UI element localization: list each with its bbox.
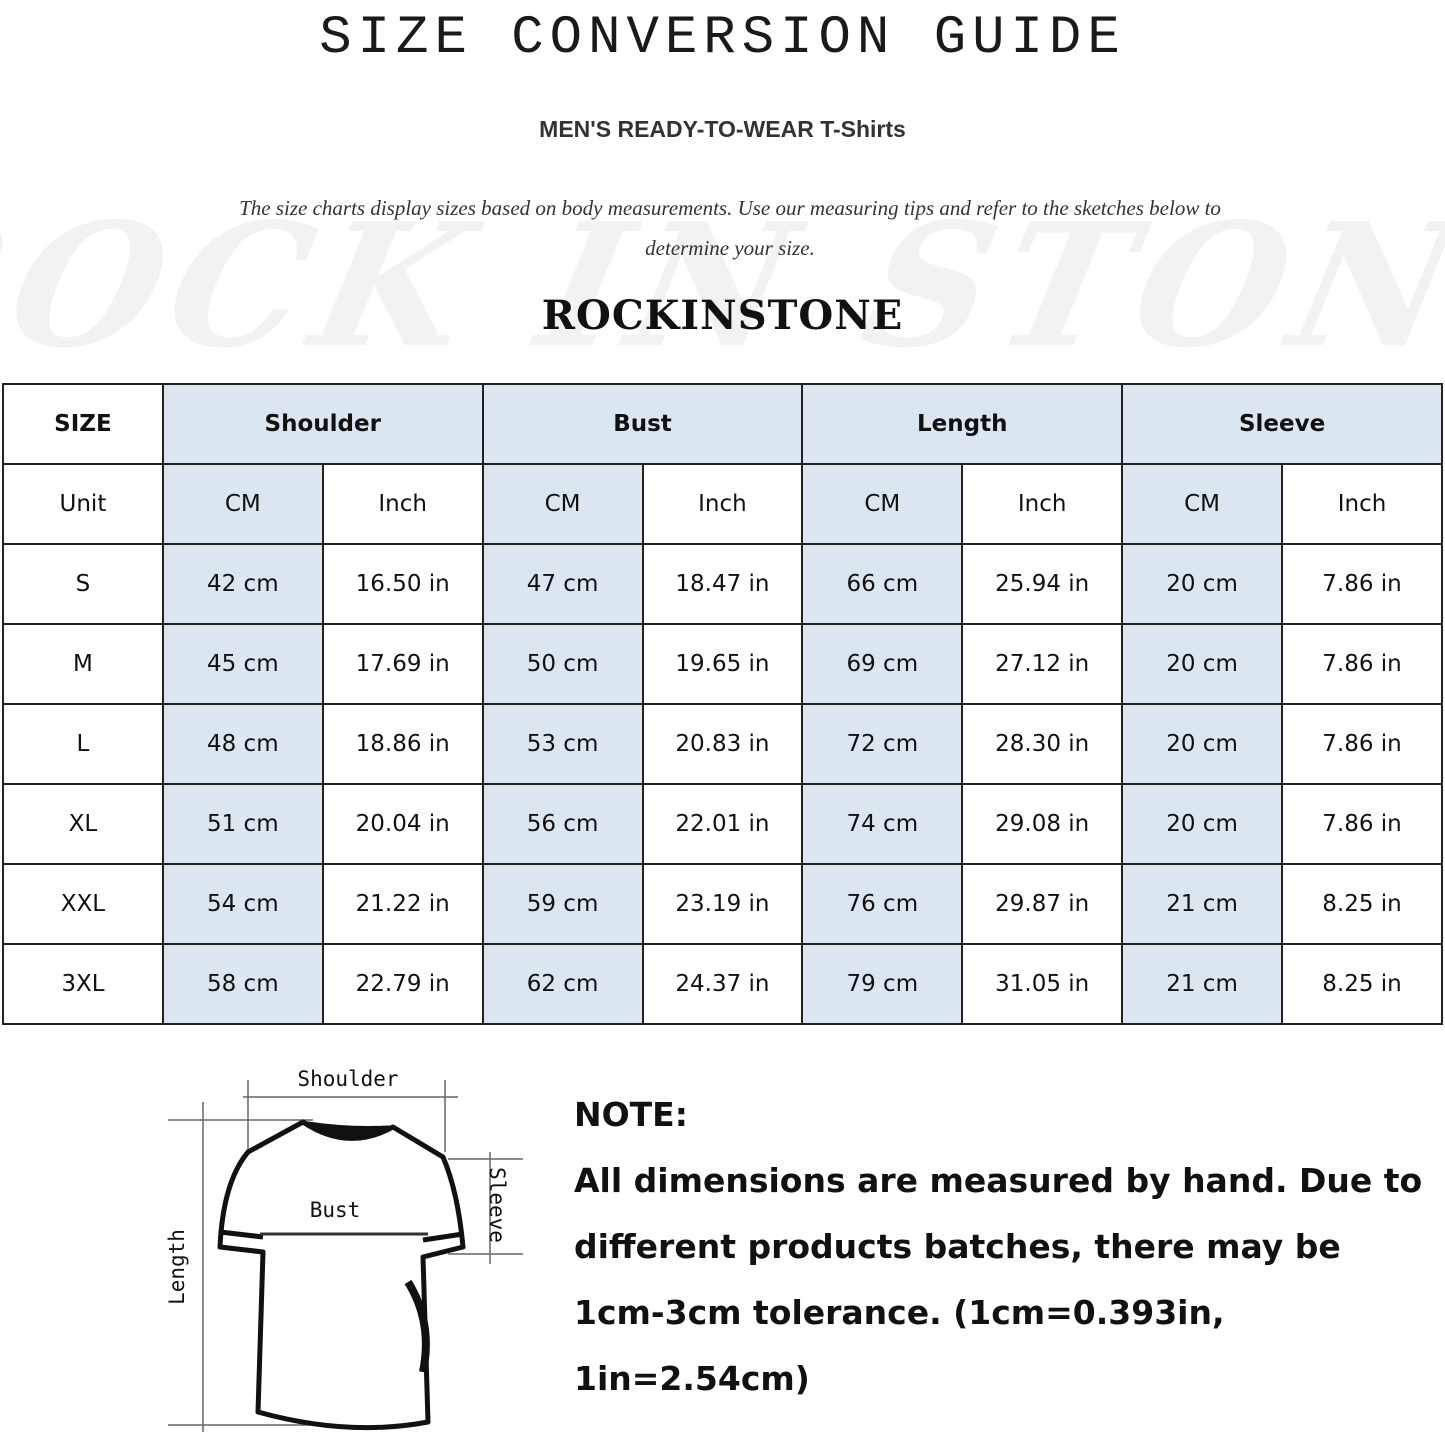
size-cell: XXL xyxy=(2,863,164,945)
inch-value: 27.12 in xyxy=(961,623,1124,705)
unit-inch: Inch xyxy=(1281,463,1443,545)
cm-value: 20 cm xyxy=(1121,783,1283,865)
size-cell: M xyxy=(2,623,164,705)
brand-name: ROCKINSTONE xyxy=(541,292,904,339)
description: The size charts display sizes based on b… xyxy=(239,196,1221,260)
inch-value: 7.86 in xyxy=(1281,703,1443,785)
group-header-length: Length xyxy=(801,383,1124,465)
size-cell: XL xyxy=(2,783,164,865)
inch-value: 18.86 in xyxy=(321,703,484,785)
table-row: 3XL 58 cm 22.79 in 62 cm 24.37 in 79 cm 31.05 … xyxy=(2,943,1443,1025)
inch-value: 7.86 in xyxy=(1281,543,1443,625)
inch-value: 7.86 in xyxy=(1281,623,1443,705)
inch-value: 23.19 in xyxy=(641,863,804,945)
page-title: SIZE CONVERSION GUIDE xyxy=(319,8,1126,69)
cm-value: 58 cm xyxy=(161,943,324,1025)
inch-value: 19.65 in xyxy=(641,623,804,705)
cm-value: 47 cm xyxy=(481,543,644,625)
inch-value: 31.05 in xyxy=(961,943,1124,1025)
length-label: Length xyxy=(165,1229,189,1305)
inch-value: 8.25 in xyxy=(1281,943,1443,1025)
cm-value: 42 cm xyxy=(161,543,324,625)
note: NOTE: All dimensions are measured by han… xyxy=(574,1082,1434,1412)
cm-value: 79 cm xyxy=(801,943,964,1025)
watermark-logo: ROCK IN STONE xyxy=(0,195,1445,370)
table-row: M 45 cm 17.69 in 50 cm 19.65 in 69 cm 27.12 in… xyxy=(2,623,1443,705)
inch-value: 22.01 in xyxy=(641,783,804,865)
unit-row: Unit CM Inch CM Inch CM Inch CM Inch xyxy=(2,463,1443,545)
size-header: SIZE xyxy=(2,383,164,465)
table-row: XXL 54 cm 21.22 in 59 cm 23.19 in 76 cm 29.87 … xyxy=(2,863,1443,945)
inch-value: 21.22 in xyxy=(321,863,484,945)
inch-value: 29.87 in xyxy=(961,863,1124,945)
group-header-sleeve: Sleeve xyxy=(1121,383,1443,465)
unit-cm: CM xyxy=(801,463,964,545)
cm-value: 72 cm xyxy=(801,703,964,785)
cm-value: 56 cm xyxy=(481,783,644,865)
bust-label: Bust xyxy=(310,1198,361,1222)
cm-value: 54 cm xyxy=(161,863,324,945)
inch-value: 17.69 in xyxy=(321,623,484,705)
size-table: SIZE Shoulder Bust Length Sleeve Unit CM Inch CM… xyxy=(2,383,1443,1025)
cm-value: 20 cm xyxy=(1121,623,1283,705)
cm-value: 66 cm xyxy=(801,543,964,625)
unit-cm: CM xyxy=(1121,463,1283,545)
group-header-bust: Bust xyxy=(481,383,804,465)
inch-value: 16.50 in xyxy=(321,543,484,625)
inch-value: 25.94 in xyxy=(961,543,1124,625)
cm-value: 21 cm xyxy=(1121,863,1283,945)
unit-cm: CM xyxy=(161,463,324,545)
note-text: All dimensions are measured by hand. Due… xyxy=(574,1161,1423,1398)
cm-value: 59 cm xyxy=(481,863,644,945)
subtitle: MEN'S READY-TO-WEAR T-Shirts xyxy=(539,116,906,142)
cm-value: 62 cm xyxy=(481,943,644,1025)
note-heading: NOTE: xyxy=(574,1095,688,1134)
size-cell: S xyxy=(2,543,164,625)
cm-value: 50 cm xyxy=(481,623,644,705)
cm-value: 20 cm xyxy=(1121,703,1283,785)
inch-value: 18.47 in xyxy=(641,543,804,625)
size-cell: 3XL xyxy=(2,943,164,1025)
unit-inch: Inch xyxy=(961,463,1124,545)
unit-inch: Inch xyxy=(641,463,804,545)
unit-cm: CM xyxy=(481,463,644,545)
cm-value: 74 cm xyxy=(801,783,964,865)
cm-value: 48 cm xyxy=(161,703,324,785)
inch-value: 20.83 in xyxy=(641,703,804,785)
inch-value: 22.79 in xyxy=(321,943,484,1025)
table-row: S 42 cm 16.50 in 47 cm 18.47 in 66 cm 25.94 in… xyxy=(2,543,1443,625)
tshirt-measurement-diagram: Shoulder Bust Length Sleeve xyxy=(165,1067,523,1432)
inch-value: 8.25 in xyxy=(1281,863,1443,945)
header-row: SIZE Shoulder Bust Length Sleeve xyxy=(2,383,1443,465)
svg-text:ROCK IN STONE: ROCK IN STONE xyxy=(0,195,1445,370)
group-header-shoulder: Shoulder xyxy=(161,383,484,465)
inch-value: 7.86 in xyxy=(1281,783,1443,865)
cm-value: 51 cm xyxy=(161,783,324,865)
cm-value: 53 cm xyxy=(481,703,644,785)
table-row: XL 51 cm 20.04 in 56 cm 22.01 in 74 cm 29.08 i… xyxy=(2,783,1443,865)
size-cell: L xyxy=(2,703,164,785)
cm-value: 69 cm xyxy=(801,623,964,705)
inch-value: 29.08 in xyxy=(961,783,1124,865)
sleeve-label: Sleeve xyxy=(485,1167,509,1243)
cm-value: 20 cm xyxy=(1121,543,1283,625)
inch-value: 28.30 in xyxy=(961,703,1124,785)
shoulder-label: Shoulder xyxy=(297,1067,398,1091)
unit-inch: Inch xyxy=(321,463,484,545)
cm-value: 21 cm xyxy=(1121,943,1283,1025)
cm-value: 76 cm xyxy=(801,863,964,945)
cm-value: 45 cm xyxy=(161,623,324,705)
inch-value: 20.04 in xyxy=(321,783,484,865)
unit-label: Unit xyxy=(2,463,164,545)
table-row: L 48 cm 18.86 in 53 cm 20.83 in 72 cm 28.30 in… xyxy=(2,703,1443,785)
inch-value: 24.37 in xyxy=(641,943,804,1025)
